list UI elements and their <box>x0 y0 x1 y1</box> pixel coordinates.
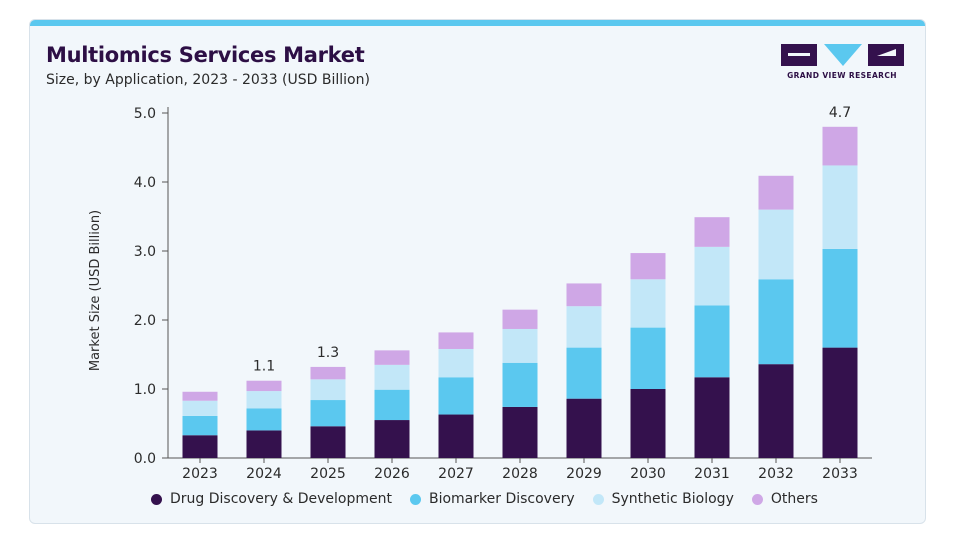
data-label: 1.3 <box>317 345 339 361</box>
bar-segment <box>694 246 730 306</box>
bar-segment <box>438 377 474 415</box>
legend-label: Biomarker Discovery <box>428 491 575 507</box>
bar-segment <box>502 328 538 363</box>
bar-segment <box>182 391 218 401</box>
legend-item: Drug Discovery & Development <box>151 491 392 507</box>
legend-label: Synthetic Biology <box>611 491 734 507</box>
bar-segment <box>630 327 666 389</box>
x-tick-label: 2032 <box>758 466 794 482</box>
bar-segment <box>182 435 218 458</box>
chart-subtitle: Size, by Application, 2023 - 2033 (USD B… <box>46 72 370 88</box>
bar-segment <box>694 305 730 378</box>
x-tick-label: 2028 <box>502 466 538 482</box>
bar-segment <box>246 391 282 409</box>
grand-view-research-logo-icon <box>781 44 904 66</box>
x-tick-label: 2031 <box>694 466 730 482</box>
x-tick-label: 2024 <box>246 466 282 482</box>
bar-segment <box>694 377 730 458</box>
bar-segment <box>502 406 538 458</box>
bar-segment <box>438 348 474 378</box>
x-tick-label: 2023 <box>182 466 218 482</box>
bar-segment <box>630 279 666 328</box>
bar-segment <box>822 347 858 458</box>
bar-segment <box>630 253 666 280</box>
bar-segment <box>566 283 602 307</box>
bar-segment <box>182 400 218 416</box>
stacked-bar-chart: 0.0 1.0 2.0 3.0 4.0 5.0 Market Size (USD Billi… <box>88 105 872 482</box>
bar-segment <box>822 248 858 348</box>
bar-segment <box>182 415 218 436</box>
logo-text: GRAND VIEW RESEARCH <box>787 71 897 80</box>
bar-segment <box>246 430 282 458</box>
y-tick-label: 5.0 <box>134 106 156 122</box>
x-tick-label: 2033 <box>822 466 858 482</box>
accent-bar <box>30 20 925 26</box>
bar-segment <box>310 426 346 458</box>
bar-segment <box>566 347 602 399</box>
data-label: 1.1 <box>253 359 275 375</box>
bar-segment <box>502 309 538 329</box>
bar-segment <box>246 380 282 392</box>
y-tick-label: 4.0 <box>134 175 156 191</box>
bar-segment <box>374 420 410 458</box>
legend-item: Others <box>751 491 818 507</box>
y-axis-title: Market Size (USD Billion) <box>88 210 103 371</box>
y-tick-label: 3.0 <box>134 244 156 260</box>
bar-segment <box>374 364 410 390</box>
bar-segment <box>758 279 794 365</box>
legend-item: Biomarker Discovery <box>409 491 575 507</box>
grand-view-research-logo: GRAND VIEW RESEARCH <box>778 44 906 84</box>
data-label: 4.7 <box>829 105 851 121</box>
bar-segment <box>630 389 666 458</box>
legend-item: Synthetic Biology <box>592 491 734 507</box>
bar-segment <box>310 379 346 401</box>
bar-segment <box>822 126 858 166</box>
bar-segment <box>758 209 794 280</box>
bar-segment <box>310 366 346 380</box>
bar-segment <box>694 217 730 247</box>
chart-legend: Drug Discovery & Development Biomarker Di… <box>151 491 836 507</box>
bar-segment <box>758 175 794 210</box>
bar-segment <box>310 400 346 427</box>
y-tick-label: 1.0 <box>134 382 156 398</box>
x-tick-label: 2026 <box>374 466 410 482</box>
bar-segment <box>374 389 410 421</box>
legend-marker <box>751 493 763 505</box>
x-tick-label: 2029 <box>566 466 602 482</box>
bar-segment <box>374 350 410 365</box>
legend-marker <box>592 493 604 505</box>
bar-segment <box>246 408 282 431</box>
y-tick-label: 2.0 <box>134 313 156 329</box>
bar-segment <box>566 306 602 348</box>
bar-segment <box>438 414 474 458</box>
bar-segment <box>566 398 602 458</box>
x-tick-label: 2027 <box>438 466 474 482</box>
bar-segment <box>822 165 858 249</box>
legend-marker <box>151 493 162 505</box>
x-tick-label: 2030 <box>630 466 666 482</box>
bar-segment <box>502 362 538 407</box>
legend-label: Others <box>770 491 818 507</box>
y-tick-label: 0.0 <box>134 451 156 467</box>
legend-marker <box>409 493 421 505</box>
chart-title: Multiomics Services Market <box>46 43 365 67</box>
chart-card: Multiomics Services Market Size, by Appl… <box>29 19 926 524</box>
bar-segment <box>758 364 794 458</box>
bar-segment <box>438 332 474 349</box>
x-tick-label: 2025 <box>310 466 346 482</box>
legend-label: Drug Discovery & Development <box>170 491 392 507</box>
